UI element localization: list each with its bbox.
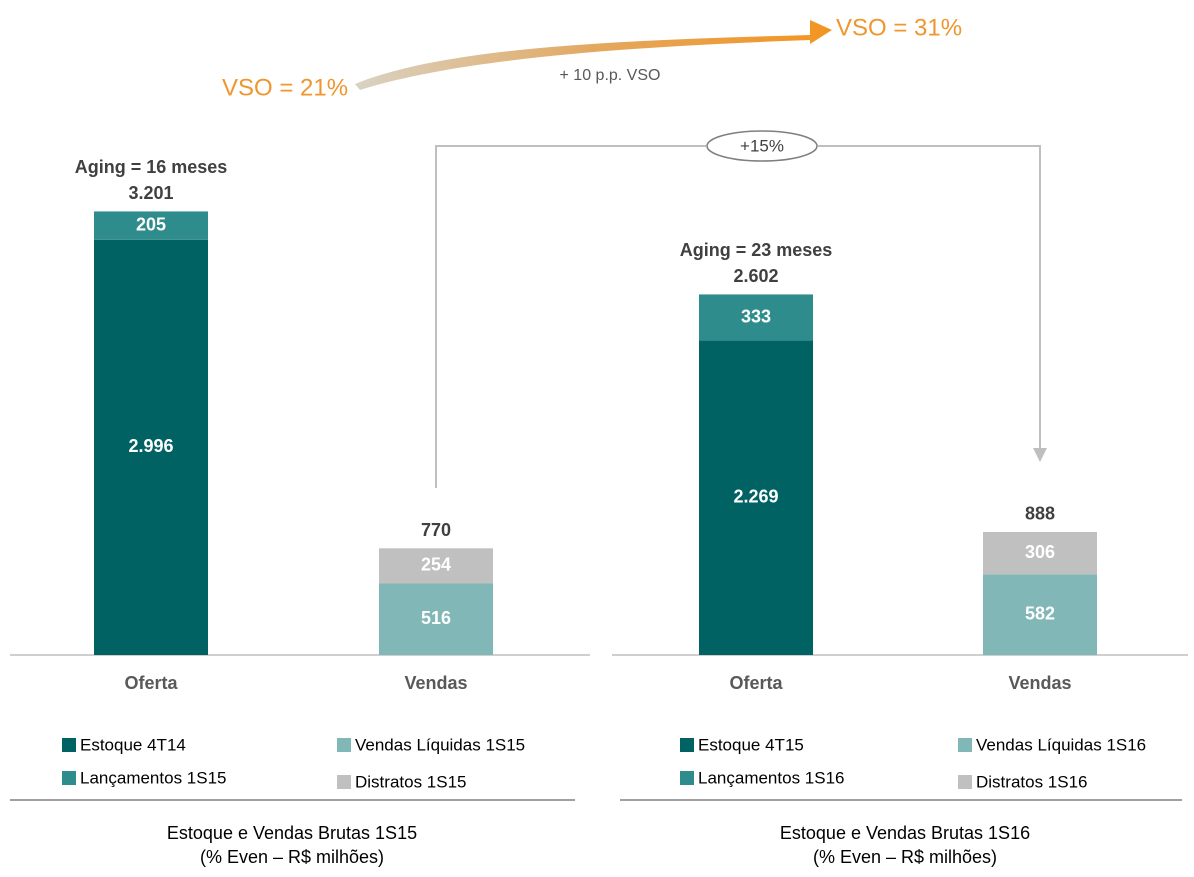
legend-swatch	[958, 775, 972, 789]
total-label: 888	[1025, 504, 1055, 524]
x-tick-label: Oferta	[729, 673, 783, 693]
value-label: 333	[741, 306, 771, 326]
bar-segment	[699, 340, 813, 655]
legend-swatch	[337, 775, 351, 789]
value-label: 306	[1025, 542, 1055, 562]
value-label: 205	[136, 214, 166, 234]
total-label: 3.201	[128, 183, 173, 203]
value-label: 254	[421, 555, 451, 575]
bar-segment	[379, 583, 493, 655]
legend-label: Vendas Líquidas 1S15	[355, 735, 525, 754]
vso-end: VSO = 31%	[836, 14, 962, 41]
vso-change: + 10 p.p. VSO	[560, 67, 661, 84]
value-label: 582	[1025, 603, 1055, 623]
total-label: 2.602	[733, 266, 778, 286]
aging-label: Aging = 23 meses	[680, 240, 833, 260]
legend-swatch	[62, 738, 76, 752]
value-label: 2.996	[128, 436, 173, 456]
aging-label: Aging = 16 meses	[75, 157, 228, 177]
value-label: 2.269	[733, 487, 778, 507]
legend-label: Lançamentos 1S16	[698, 768, 845, 787]
legend-swatch	[680, 738, 694, 752]
legend-label: Distratos 1S16	[976, 772, 1088, 791]
value-label: 516	[421, 608, 451, 628]
sales-change: +15%	[740, 136, 784, 155]
bar-segment	[94, 211, 208, 240]
bar-segment	[94, 239, 208, 655]
connector	[435, 145, 1041, 488]
chart-subtitle: (% Even – R$ milhões)	[200, 847, 384, 867]
bar-segment	[983, 574, 1097, 655]
bar-segment	[699, 294, 813, 341]
chart-subtitle: (% Even – R$ milhões)	[813, 847, 997, 867]
total-label: 770	[421, 520, 451, 540]
x-tick-label: Vendas	[404, 673, 467, 693]
legend-swatch	[680, 771, 694, 785]
legend-label: Estoque 4T15	[698, 735, 804, 754]
legend-swatch	[958, 738, 972, 752]
x-tick-label: Oferta	[124, 673, 178, 693]
chart-title: Estoque e Vendas Brutas 1S16	[780, 823, 1030, 843]
x-tick-label: Vendas	[1008, 673, 1071, 693]
legend-label: Lançamentos 1S15	[80, 768, 227, 787]
legend-label: Vendas Líquidas 1S16	[976, 735, 1146, 754]
legend-swatch	[62, 771, 76, 785]
connector-arrow	[1033, 448, 1047, 462]
bar-segment	[379, 548, 493, 584]
legend-swatch	[337, 738, 351, 752]
legend-label: Distratos 1S15	[355, 772, 467, 791]
bar-segment	[983, 531, 1097, 575]
legend-label: Estoque 4T14	[80, 735, 186, 754]
change-bubble	[706, 130, 818, 162]
vso-start: VSO = 21%	[222, 74, 348, 101]
chart-title: Estoque e Vendas Brutas 1S15	[167, 823, 417, 843]
